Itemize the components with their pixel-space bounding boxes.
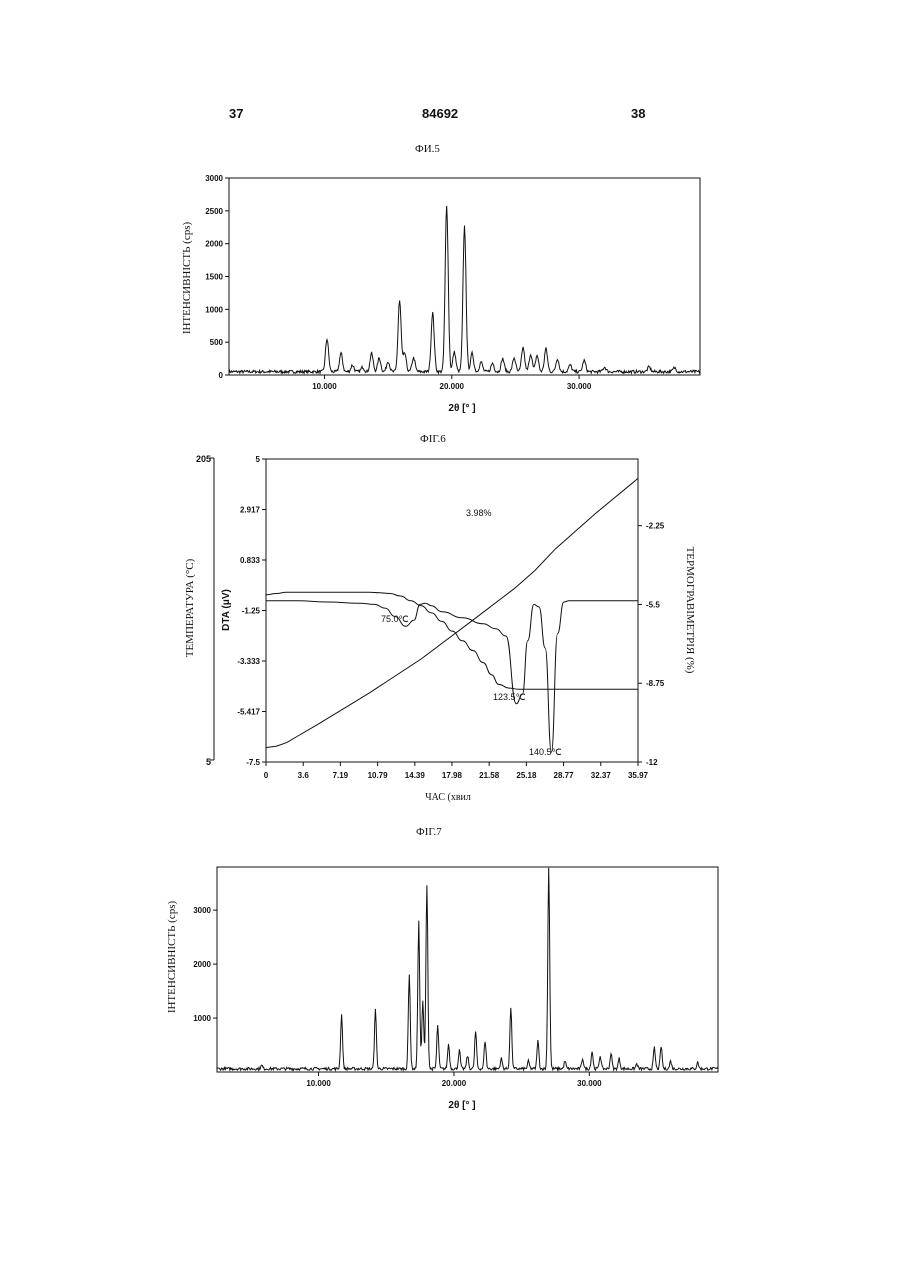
fig7-xlabel: 2θ [° ]	[448, 1100, 475, 1111]
fig6-annotation-peak-140: 140.5℃	[529, 747, 562, 757]
fig6-ytick-label: -5.417	[237, 708, 260, 717]
fig6-xtick-label: 28.77	[554, 771, 575, 780]
fig5-ytick-label: 3000	[205, 174, 223, 183]
fig6-ytick-label: 2.917	[240, 505, 261, 514]
figure-5-chart: 10.000 20.000 30.000 0 500 1000 1500 2000 2500 30…	[181, 174, 700, 414]
fig6-xtick-label: 32.37	[591, 771, 612, 780]
fig5-ytick-label: 2000	[205, 240, 223, 249]
fig6-ytick-label: -7.5	[246, 758, 260, 767]
fig6-y2tick-label: -2.25	[646, 522, 665, 531]
fig6-xtick-label: 0	[264, 771, 269, 780]
fig7-xtick-label: 30.000	[577, 1079, 602, 1088]
fig6-y2tick-label: -5.5	[646, 600, 660, 609]
fig6-xtick-label: 14.39	[405, 771, 426, 780]
fig6-xtick-label: 21.58	[479, 771, 500, 780]
fig6-temperature-label: ТЕМПЕРАТУРА (°C)	[184, 558, 196, 657]
fig7-ytick-label: 1000	[193, 1014, 211, 1023]
fig6-dta-curve	[266, 601, 638, 753]
fig6-ytick-label: 0.833	[240, 556, 261, 565]
fig6-xtick-label: 7.19	[333, 771, 349, 780]
fig6-temperature-curve	[266, 478, 638, 747]
fig6-xtick-label: 3.6	[298, 771, 310, 780]
fig7-xrd-trace	[217, 868, 718, 1070]
fig5-xlabel: 2θ [° ]	[448, 403, 475, 414]
fig7-ytick-label: 3000	[193, 906, 211, 915]
fig7-xtick-label: 10.000	[306, 1079, 331, 1088]
fig5-xtick-label: 20.000	[440, 382, 465, 391]
fig6-ytick-label: 5	[256, 455, 261, 464]
fig7-plot-frame	[217, 867, 718, 1072]
figure-7-chart: 10.000 20.000 30.000 1000 2000 3000 2θ [° ] І…	[166, 867, 718, 1111]
fig6-xtick-label: 25.18	[516, 771, 537, 780]
fig7-xtick-label: 20.000	[442, 1079, 467, 1088]
fig6-xlabel: ЧАС (хвил	[425, 792, 471, 803]
fig6-xtick-label: 35.97	[628, 771, 649, 780]
fig7-ylabel: ІНТЕНСИВНІСТЬ (cps)	[166, 901, 178, 1014]
fig6-y2tick-label: -12	[646, 758, 658, 767]
fig6-annotation-peak-123: 123.5℃	[493, 692, 526, 702]
fig5-ytick-label: 1000	[205, 305, 223, 314]
fig6-annotation-mass-loss: 3.98%	[466, 508, 492, 518]
fig6-thermogravimetry-curve	[266, 592, 638, 689]
figure-6-chart: 205 5 0 3.6 7.19 10.79 14.39 17.98 21.58 25.18 2…	[184, 454, 696, 803]
fig6-annotation-peak-75: 75.0℃	[381, 614, 409, 624]
fig5-ytick-label: 0	[219, 371, 224, 380]
fig5-ylabel: ІНТЕНСИВНІСТЬ (cps)	[181, 222, 193, 335]
fig6-ytick-label: -3.333	[237, 657, 260, 666]
fig5-plot-frame	[229, 178, 700, 375]
fig5-xtick-label: 10.000	[312, 382, 337, 391]
fig6-xtick-label: 10.79	[368, 771, 389, 780]
fig5-xtick-label: 30.000	[567, 382, 592, 391]
fig6-ylabel: DTA (μV)	[221, 589, 232, 631]
fig6-temperature-tick-205: 205	[196, 454, 211, 464]
fig6-temperature-tick-5: 5	[206, 757, 211, 767]
fig5-ytick-label: 2500	[205, 207, 223, 216]
fig6-ytick-label: -1.25	[242, 607, 261, 616]
fig6-xtick-label: 17.98	[442, 771, 463, 780]
fig6-tg-label: ТЕРМОГРАВІМЕТРІЯ (%)	[684, 547, 696, 674]
fig6-y2tick-label: -8.75	[646, 679, 665, 688]
fig7-ytick-label: 2000	[193, 960, 211, 969]
fig5-ytick-label: 1500	[205, 273, 223, 282]
fig6-plot-frame	[266, 459, 638, 762]
fig5-xrd-trace	[229, 206, 700, 373]
fig5-ytick-label: 500	[210, 338, 224, 347]
